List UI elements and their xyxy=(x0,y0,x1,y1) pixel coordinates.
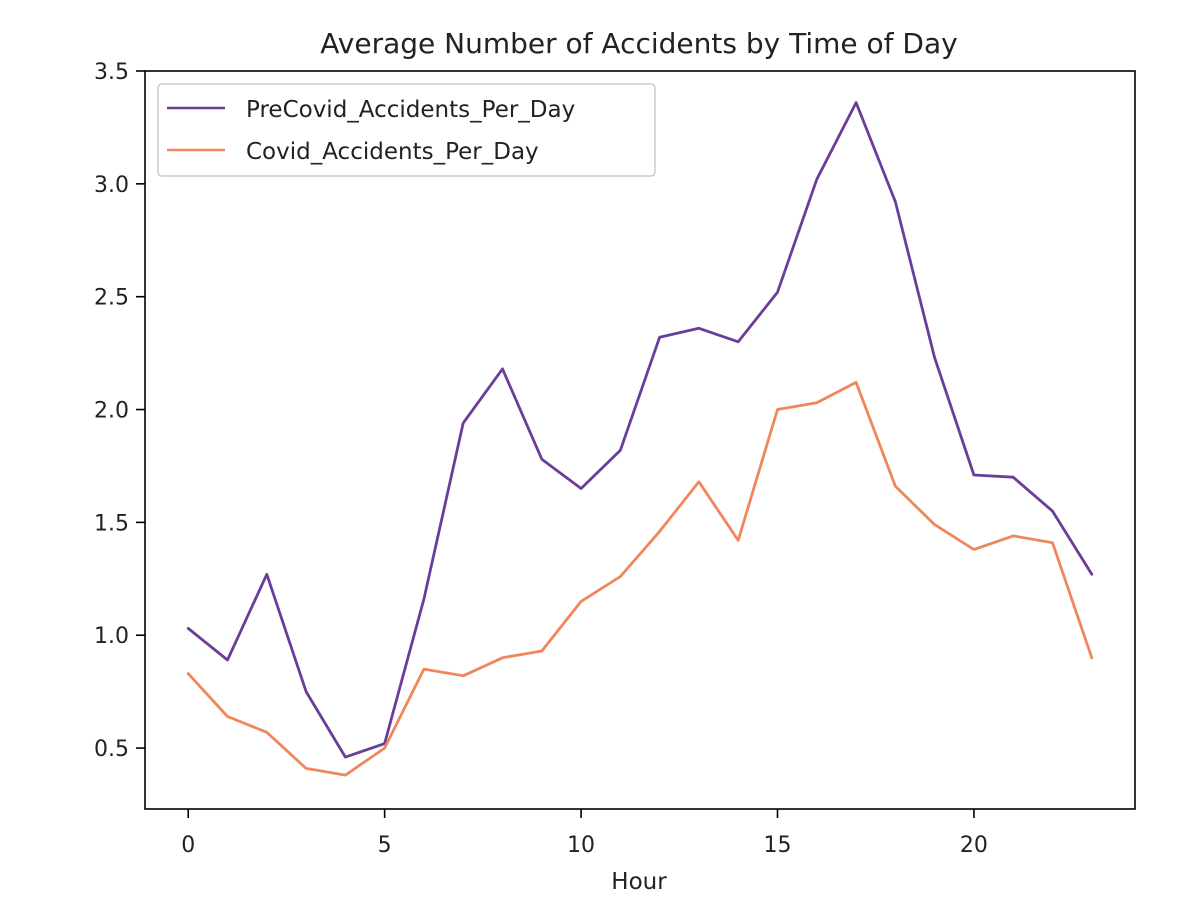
legend: PreCovid_Accidents_Per_Day Covid_Acciden… xyxy=(157,83,656,177)
series-line-0 xyxy=(186,101,1094,759)
x-axis-label: Hour xyxy=(611,869,667,895)
plot-frame xyxy=(144,70,1136,810)
y-tick-label: 3.0 xyxy=(94,173,129,198)
series-line-1 xyxy=(186,380,1094,777)
series-layer xyxy=(186,101,1094,777)
chart-title: Average Number of Accidents by Time of D… xyxy=(320,27,957,60)
x-tick-label: 20 xyxy=(960,833,988,858)
x-tick-label: 0 xyxy=(181,833,195,858)
legend-label-precovid: PreCovid_Accidents_Per_Day xyxy=(246,97,575,123)
x-tick-label: 15 xyxy=(764,833,792,858)
y-tick-label: 1.5 xyxy=(94,511,129,536)
y-tick-label: 2.0 xyxy=(94,399,129,424)
legend-box xyxy=(157,83,656,177)
y-tick-label: 2.5 xyxy=(94,286,129,311)
y-axis: 0.5 1.0 1.5 2.0 2.5 3.0 3.5 xyxy=(94,60,145,762)
x-axis: 0 5 10 15 20 xyxy=(181,809,988,858)
y-tick-label: 0.5 xyxy=(94,737,129,762)
x-tick-label: 10 xyxy=(567,833,595,858)
y-tick-label: 3.5 xyxy=(94,60,129,85)
legend-label-covid: Covid_Accidents_Per_Day xyxy=(246,139,539,165)
x-tick-label: 5 xyxy=(378,833,392,858)
y-tick-label: 1.0 xyxy=(94,624,129,649)
